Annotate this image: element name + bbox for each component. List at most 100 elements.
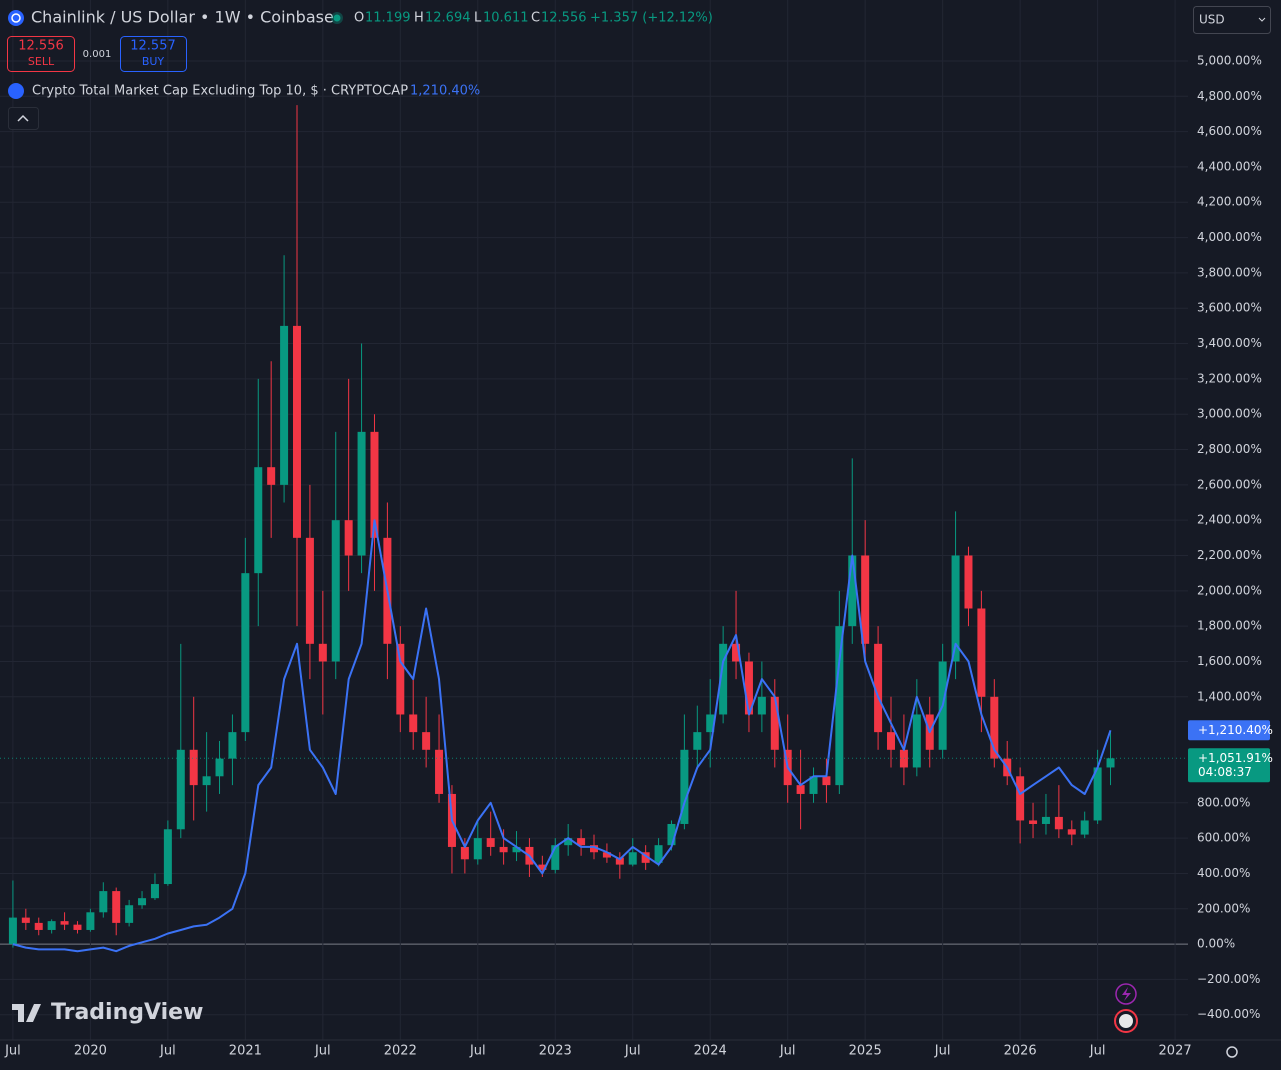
y-tick-label: 2,400.00% xyxy=(1197,513,1262,527)
currency-select[interactable] xyxy=(1193,6,1271,34)
candle-body xyxy=(590,845,598,853)
candle-body xyxy=(293,325,301,538)
grid xyxy=(0,0,1188,1040)
brand: TradingView xyxy=(51,1000,203,1025)
event-bolt[interactable] xyxy=(1122,987,1131,1001)
x-tick-label: Jul xyxy=(469,1044,486,1059)
candle-body xyxy=(757,696,766,715)
y-tick-label: 2,200.00% xyxy=(1197,548,1262,562)
candle-body xyxy=(280,325,289,485)
candle-body xyxy=(344,520,353,556)
overlay-name: Crypto Total Market Cap Excluding Top 10… xyxy=(32,84,408,99)
candle-body xyxy=(667,823,676,846)
y-tick-label: 2,800.00% xyxy=(1197,442,1262,456)
flag-icon[interactable] xyxy=(1119,1014,1133,1028)
candle-body xyxy=(964,555,973,609)
change-value: +1.357 (+12.12%) xyxy=(590,11,713,26)
candle-body xyxy=(21,917,30,923)
close-value: 12.556 xyxy=(541,11,587,26)
candle-body xyxy=(409,714,418,733)
candle-body xyxy=(1067,829,1076,835)
collapse-button[interactable] xyxy=(8,107,39,130)
x-tick-label: Jul xyxy=(314,1044,331,1059)
overlay-icon xyxy=(8,83,24,99)
candle-body xyxy=(163,829,172,885)
candle-body xyxy=(564,838,573,846)
candle-body xyxy=(551,845,560,870)
plot xyxy=(0,105,1188,953)
candle-body xyxy=(706,714,715,733)
candle-body xyxy=(1041,816,1050,824)
buy-label[interactable]: BUY xyxy=(142,55,165,68)
x-tick-label: Jul xyxy=(624,1044,641,1059)
y-tick-label: 4,000.00% xyxy=(1197,230,1262,244)
x-tick-label: 2025 xyxy=(849,1044,882,1059)
candle-body xyxy=(435,749,444,794)
candle-body xyxy=(822,776,831,786)
candle-body xyxy=(1054,816,1063,830)
candle-body xyxy=(86,912,95,930)
candle-body xyxy=(112,891,121,923)
candle-body xyxy=(719,643,728,715)
settings-icon[interactable] xyxy=(1226,1046,1238,1058)
collapse-icon[interactable] xyxy=(17,114,29,122)
brand-logo xyxy=(12,1004,41,1022)
series-line xyxy=(12,519,1112,953)
candle-body xyxy=(241,573,250,733)
y-tick-label: 400.00% xyxy=(1197,866,1250,880)
candle-body xyxy=(99,891,108,913)
x-tick-label: 2027 xyxy=(1159,1044,1192,1059)
candle-body xyxy=(654,845,663,863)
buy-price[interactable]: 12.557 xyxy=(130,39,176,54)
last-price-label: +1,051.91% xyxy=(1198,751,1273,765)
x-tick-label: 2020 xyxy=(74,1044,107,1059)
y-tick-label: 3,000.00% xyxy=(1197,407,1262,421)
y-tick-label: 5,000.00% xyxy=(1197,53,1262,67)
candle-body xyxy=(1106,758,1115,768)
candle-body xyxy=(267,467,276,485)
x-tick-label: 2023 xyxy=(539,1044,572,1059)
currency-arrow[interactable] xyxy=(1258,17,1266,22)
candle-body xyxy=(73,924,82,930)
high-label: H xyxy=(414,11,424,26)
x-tick-label: Jul xyxy=(4,1044,21,1059)
y-tick-label: 1,600.00% xyxy=(1197,654,1262,668)
candle-body xyxy=(254,467,263,574)
y-tick-label: 3,600.00% xyxy=(1197,301,1262,315)
last-price-tag xyxy=(1188,748,1270,783)
candle-body xyxy=(577,838,586,846)
symbol-icon xyxy=(8,10,24,26)
candle-body xyxy=(732,643,741,662)
candle-body xyxy=(176,749,185,830)
y-tick-label: 3,400.00% xyxy=(1197,336,1262,350)
candle-body xyxy=(60,921,69,925)
sell-label[interactable]: SELL xyxy=(28,55,55,68)
low-value: 10.611 xyxy=(483,11,529,26)
x-tick-label: 2024 xyxy=(694,1044,727,1059)
y-tick-label: 4,200.00% xyxy=(1197,195,1262,209)
buy-button[interactable] xyxy=(120,36,187,72)
symbol-icon-inner xyxy=(11,13,21,23)
candle-body xyxy=(977,608,986,697)
x-tick-label: Jul xyxy=(779,1044,796,1059)
countdown: 04:08:37 xyxy=(1198,765,1252,779)
candle-body xyxy=(422,732,431,750)
x-tick-label: 2021 xyxy=(229,1044,262,1059)
sell-price[interactable]: 12.556 xyxy=(18,39,64,54)
candle-body xyxy=(189,749,198,786)
candle-body xyxy=(874,643,883,733)
candle-body xyxy=(125,905,134,923)
overlay-value: 1,210.40% xyxy=(410,84,480,99)
x-tick-label: Jul xyxy=(1089,1044,1106,1059)
currency[interactable]: USD xyxy=(1199,13,1225,27)
candle-body xyxy=(641,852,650,863)
sell-button[interactable] xyxy=(7,36,75,72)
y-tick-label: 3,800.00% xyxy=(1197,265,1262,279)
y-tick-label: 3,200.00% xyxy=(1197,371,1262,385)
open-value: 11.199 xyxy=(365,11,411,26)
candle-body xyxy=(899,749,908,768)
candle-body xyxy=(228,732,237,759)
candle-body xyxy=(499,846,508,853)
spread: 0.001 xyxy=(83,49,112,60)
